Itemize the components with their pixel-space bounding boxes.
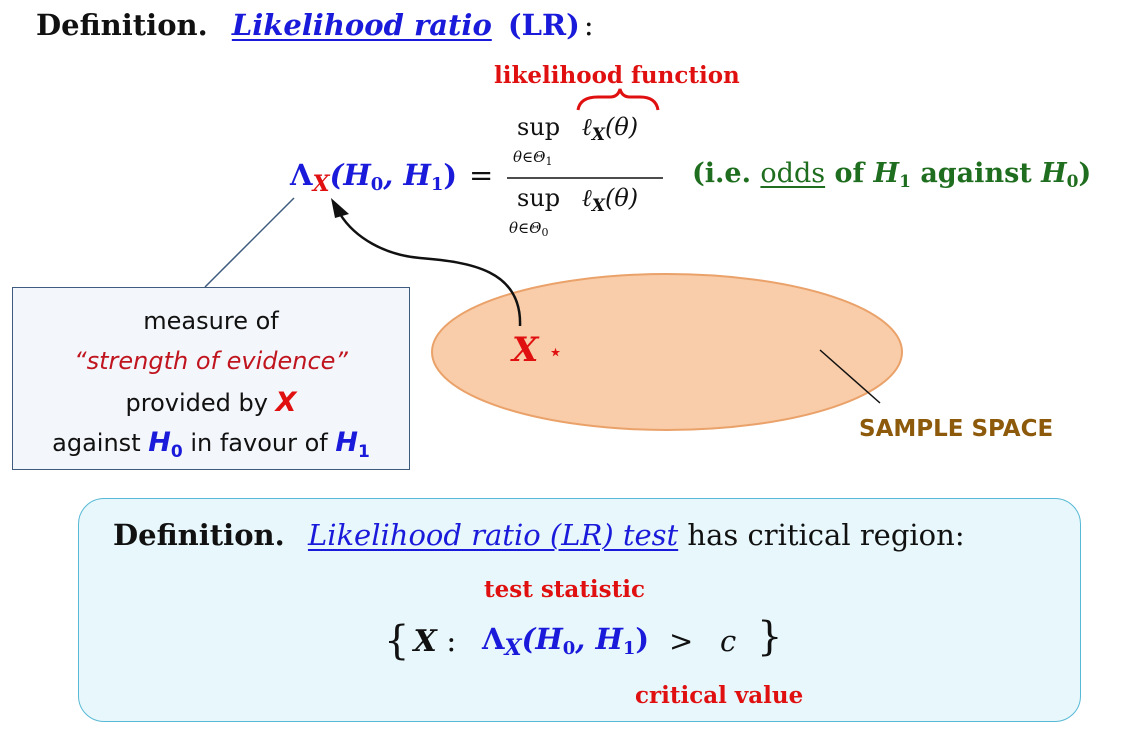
- star-icon: ⋆: [548, 338, 564, 366]
- ie-prefix: (i.e.: [692, 158, 752, 189]
- odds-h1: H: [873, 158, 900, 189]
- lr-colon: :: [583, 8, 594, 42]
- lambda-close: ): [443, 158, 458, 192]
- lambda-h0-sub: 0: [370, 174, 384, 195]
- lr-test-heading: Definition. Likelihood ratio (LR) test h…: [113, 518, 965, 552]
- denominator: sup ℓX(θ): [517, 184, 638, 216]
- set-colon: :: [446, 624, 457, 659]
- evidence-callout-box: measure of “strength of evidence” provid…: [12, 287, 410, 470]
- definition-lr-heading: Definition. Likelihood ratio (LR):: [36, 8, 594, 42]
- sample-space-pointer-line: [819, 349, 881, 404]
- equals-sign: =: [469, 158, 494, 192]
- evidence-line-1: measure of: [143, 307, 279, 335]
- lr-test-definition-label: Definition.: [113, 518, 285, 552]
- denominator-ell: ℓ: [581, 184, 592, 212]
- numerator-ell-arg: (θ): [604, 113, 639, 141]
- numerator: sup ℓX(θ): [517, 113, 638, 145]
- lr-test-suffix: has critical region:: [687, 518, 965, 552]
- of-word: of: [834, 158, 865, 189]
- critical-region-set: {X :: [384, 618, 456, 664]
- lr-formula-lhs: ΛX(H0, H1): [290, 158, 457, 197]
- numerator-sup-subscript: θ∈Θ1: [513, 148, 553, 168]
- lambda-comma: , H: [383, 158, 431, 192]
- evidence-line-2: “strength of evidence”: [74, 347, 348, 375]
- likelihood-overbrace: [576, 88, 660, 111]
- sample-space-label: SAMPLE SPACE: [859, 416, 1054, 442]
- critical-value-c: c: [720, 624, 737, 658]
- denominator-sup: sup: [517, 184, 561, 212]
- odds-h0-sub: 0: [1066, 172, 1079, 192]
- evidence-pointer-line: [204, 197, 295, 288]
- odds-interpretation: (i.e. odds of H1 against H0): [692, 158, 1091, 192]
- greater-than-sign: >: [669, 624, 694, 658]
- evidence-line-3: provided by X: [125, 387, 297, 418]
- odds-close: ): [1078, 158, 1092, 189]
- critical-value-label: critical value: [635, 682, 804, 709]
- numerator-ell-sub: X: [591, 125, 605, 145]
- test-statistic-label: test statistic: [484, 576, 645, 603]
- lr-term-link[interactable]: Likelihood ratio: [231, 8, 492, 42]
- lambda-symbol: Λ: [290, 158, 313, 192]
- definition-label: Definition.: [36, 8, 208, 42]
- evidence-line-4: against H0 in favour of H1: [52, 427, 370, 462]
- observed-sample-point: X: [512, 330, 539, 370]
- test-statistic-expression: ΛX(H0, H1): [482, 622, 650, 661]
- numerator-sup: sup: [517, 113, 561, 141]
- sample-space-ellipse: [431, 273, 903, 431]
- numerator-ell: ℓ: [581, 113, 592, 141]
- odds-h0: H: [1041, 158, 1067, 189]
- set-x: X: [413, 624, 437, 659]
- lr-test-definition-box: [78, 498, 1081, 722]
- lambda-args: (H: [329, 158, 371, 192]
- against-word: against: [920, 158, 1032, 189]
- likelihood-function-label: likelihood function: [494, 62, 740, 89]
- observation-arrow: [338, 213, 522, 327]
- set-close-brace: }: [757, 614, 783, 660]
- set-open-brace: {: [384, 618, 410, 664]
- denominator-ell-sub: X: [591, 196, 605, 216]
- lambda-h1-sub: 1: [430, 174, 444, 195]
- lambda-subscript: X: [312, 171, 330, 197]
- lr-abbr: (LR): [507, 8, 580, 42]
- denominator-sup-subscript: θ∈Θ0: [509, 219, 549, 239]
- lr-test-term-link[interactable]: Likelihood ratio (LR) test: [307, 518, 679, 552]
- odds-word: odds: [760, 158, 826, 189]
- denominator-ell-arg: (θ): [604, 184, 639, 212]
- observation-arrowhead: [331, 198, 349, 218]
- odds-h1-sub: 1: [899, 172, 911, 192]
